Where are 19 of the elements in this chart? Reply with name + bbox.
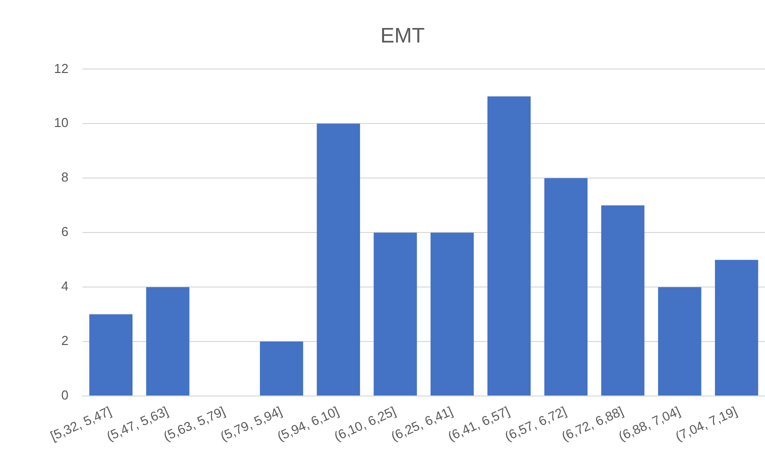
- bar: [430, 232, 474, 396]
- y-tick-label: 6: [61, 224, 68, 240]
- bar: [487, 96, 531, 396]
- bar: [601, 205, 644, 396]
- y-tick-label: 0: [61, 388, 68, 403]
- bar: [658, 287, 702, 396]
- y-tick-label: 12: [54, 60, 68, 76]
- chart-title: EMT: [380, 24, 425, 48]
- bar: [544, 178, 588, 396]
- y-tick-label: 2: [61, 333, 68, 348]
- bar: [89, 314, 133, 396]
- bar: [260, 342, 304, 396]
- y-tick-label: 8: [61, 170, 68, 185]
- bar: [374, 232, 417, 396]
- bar: [316, 124, 360, 396]
- bar: [146, 287, 190, 396]
- bar: [714, 260, 758, 396]
- y-tick-label: 10: [54, 115, 68, 130]
- y-tick-label: 4: [61, 278, 68, 294]
